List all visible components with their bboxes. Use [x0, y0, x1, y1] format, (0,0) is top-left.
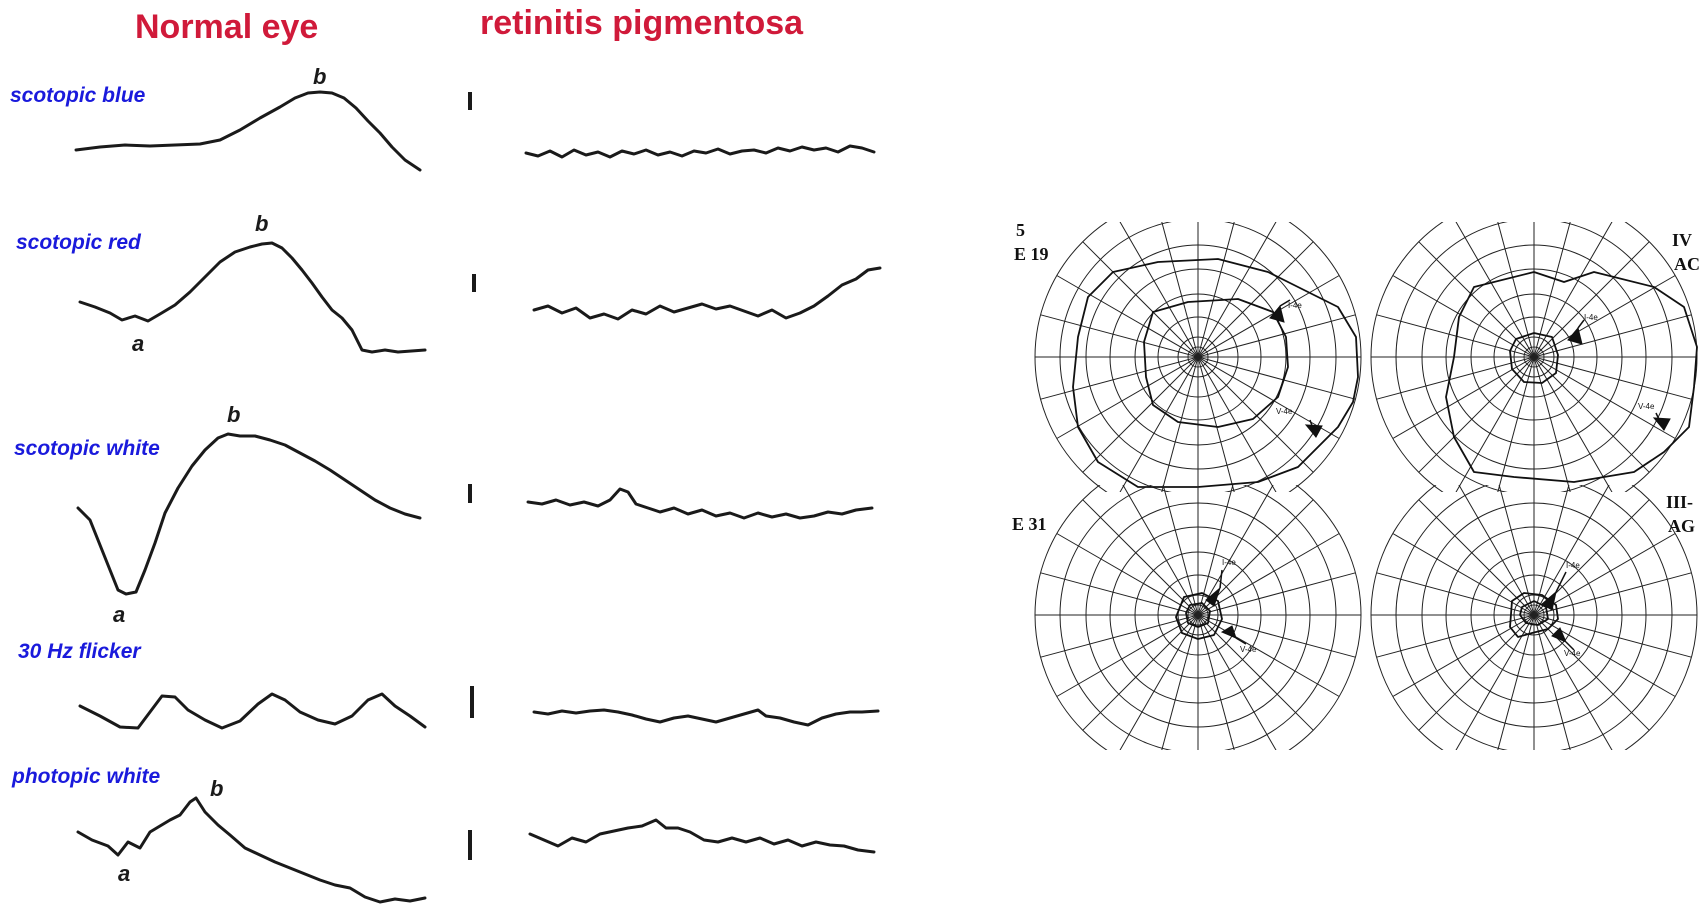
trace-rp-scotopic-red	[532, 266, 882, 321]
vf-side-label: AC	[1674, 254, 1700, 274]
isopter-arrows	[1205, 299, 1671, 651]
isopter-label-i4e: I-4e	[1288, 301, 1302, 310]
peak-label-b: b	[255, 211, 268, 236]
trace-rp-photopic-white	[528, 818, 876, 854]
trace-normal-scotopic-blue	[74, 90, 422, 172]
visual-field-top-left	[1034, 222, 1362, 492]
isopter-label-v4e: V-4e	[1240, 645, 1257, 654]
visual-field-bottom-right	[1370, 485, 1698, 750]
isopter-label-i4e: I-4e	[1584, 313, 1598, 322]
isopter-label-i4e: I-4e	[1222, 558, 1236, 567]
title-normal-eye: Normal eye	[135, 8, 318, 46]
trace-rp-30hz-flicker	[532, 708, 880, 727]
row-label-scotopic-white: scotopic white	[14, 437, 160, 460]
peak-label-a: a	[113, 602, 125, 627]
vf-side-label: E 19	[1014, 244, 1049, 264]
row-label-30hz-flicker: 30 Hz flicker	[18, 640, 142, 663]
peak-label-a: a	[132, 331, 144, 356]
vf-side-label: III-	[1666, 492, 1693, 512]
trace-rp-scotopic-blue	[524, 144, 876, 159]
peak-label-b: b	[227, 402, 240, 427]
trace-normal-30hz-flicker	[78, 692, 427, 730]
trace-normal-photopic-white	[76, 796, 427, 904]
isopter-label-v4e: V-4e	[1564, 649, 1581, 658]
row-label-photopic-white: photopic white	[11, 765, 160, 788]
isopter-label-v4e: V-4e	[1638, 402, 1655, 411]
peak-label-b: b	[313, 64, 326, 89]
isopter-label-v4e: V-4e	[1276, 407, 1293, 416]
trace-normal-scotopic-white	[76, 432, 422, 596]
title-retinitis-pigmentosa: retinitis pigmentosa	[480, 4, 804, 42]
isopter-label-i4e: I-4e	[1566, 561, 1580, 570]
trace-rp-scotopic-white	[526, 487, 874, 520]
vf-side-label: 5	[1016, 220, 1025, 240]
peak-label-b: b	[210, 776, 223, 801]
trace-normal-scotopic-red	[78, 241, 427, 354]
vf-side-label: AG	[1668, 516, 1695, 536]
visual-field-top-right	[1370, 222, 1698, 492]
vf-side-label: IV	[1672, 230, 1692, 250]
peak-label-a: a	[118, 861, 130, 886]
visual-field-bottom-left	[1034, 485, 1362, 750]
vf-side-label: E 31	[1012, 514, 1047, 534]
row-label-scotopic-blue: scotopic blue	[10, 84, 146, 107]
row-label-scotopic-red: scotopic red	[16, 231, 142, 254]
